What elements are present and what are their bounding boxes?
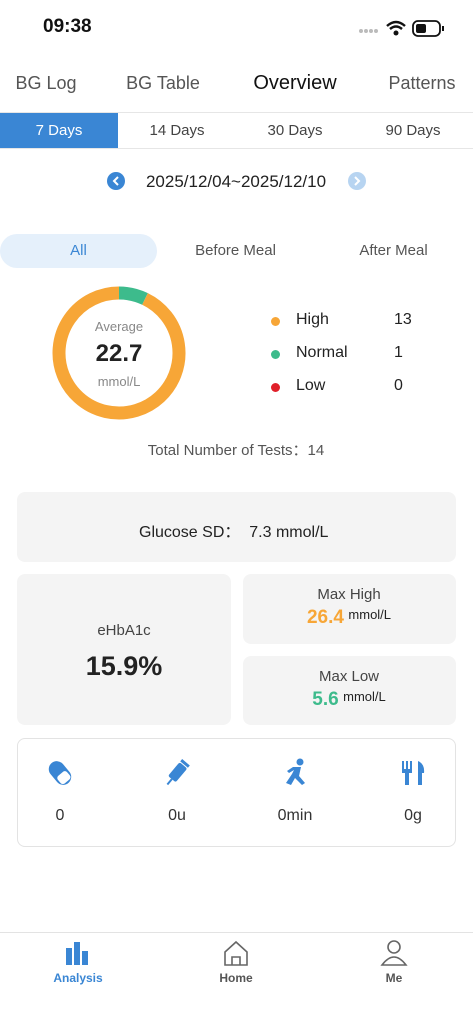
activity-value: 0u xyxy=(168,807,186,824)
range-tab-active[interactable]: 7 Days xyxy=(0,113,118,148)
divider xyxy=(0,112,473,113)
activity-card xyxy=(17,738,456,847)
ehba1c-label: eHbA1c xyxy=(97,622,151,639)
max-high-label: Max High xyxy=(317,586,381,603)
date-range: 2025/12/04~2025/12/10 xyxy=(145,172,327,191)
sd-card: Glucose SD： 7.3 mmol/L xyxy=(17,492,456,562)
divider xyxy=(0,148,473,149)
sd-label: Glucose SD： xyxy=(139,524,241,541)
activity-value: 0g xyxy=(404,807,422,824)
average-value: 22.7 xyxy=(95,340,143,367)
range-tab[interactable]: 14 Days xyxy=(149,122,205,139)
donut-segment xyxy=(52,286,186,420)
average-label: Average xyxy=(94,319,144,334)
range-tab[interactable]: 30 Days xyxy=(267,122,323,139)
tab-active[interactable]: Overview xyxy=(253,72,337,94)
max-high-value: 26.4 xyxy=(306,607,344,628)
max-high-card: Max High 26.4 mmol/L xyxy=(243,574,456,644)
activity-value: 0min xyxy=(277,807,313,824)
range-tab[interactable]: 90 Days xyxy=(385,122,441,139)
legend-name: Low xyxy=(296,377,326,394)
max-low-value: 5.6 xyxy=(312,689,339,710)
max-low-label: Max Low xyxy=(318,668,380,685)
legend-count: 13 xyxy=(394,311,412,328)
filter[interactable]: After Meal xyxy=(359,242,428,259)
status-time: 09:38 xyxy=(43,16,92,37)
nav-label[interactable]: Home xyxy=(219,971,253,985)
filter-active[interactable]: All xyxy=(0,234,157,268)
ehba1c-card: eHbA1c 15.9% xyxy=(17,574,231,725)
donut-chart xyxy=(52,286,186,420)
nav-icons xyxy=(66,940,408,966)
activity-value: 0 xyxy=(55,807,65,824)
total-tests: Total Number of Tests：14 xyxy=(147,442,325,459)
max-low-card: Max Low 5.6 mmol/L xyxy=(243,656,456,725)
legend-dot xyxy=(271,317,280,326)
max-high-unit: mmol/L xyxy=(348,607,392,622)
donut-segment xyxy=(118,286,148,305)
ehba1c-value: 15.9% xyxy=(85,651,163,681)
nav-label[interactable]: Me xyxy=(385,971,403,985)
tab[interactable]: BG Log xyxy=(15,73,77,93)
average-unit: mmol/L xyxy=(97,374,141,389)
nav-divider xyxy=(0,932,473,933)
legend-count: 0 xyxy=(394,377,403,394)
legend-dot xyxy=(271,383,280,392)
legend-count: 1 xyxy=(394,344,403,361)
legend-dot xyxy=(271,350,280,359)
sd-value: 7.3 mmol/L xyxy=(249,524,329,541)
next-button[interactable] xyxy=(348,172,366,190)
activity-icons xyxy=(48,758,425,786)
max-low-unit: mmol/L xyxy=(343,689,386,704)
legend-name: Normal xyxy=(296,344,348,361)
tab[interactable]: Patterns xyxy=(388,73,456,93)
legend-name: High xyxy=(296,311,329,328)
nav-label-active[interactable]: Analysis xyxy=(53,971,103,985)
tab[interactable]: BG Table xyxy=(126,73,200,93)
status-icons xyxy=(359,20,444,37)
filter[interactable]: Before Meal xyxy=(195,242,276,259)
prev-button[interactable] xyxy=(107,172,125,190)
